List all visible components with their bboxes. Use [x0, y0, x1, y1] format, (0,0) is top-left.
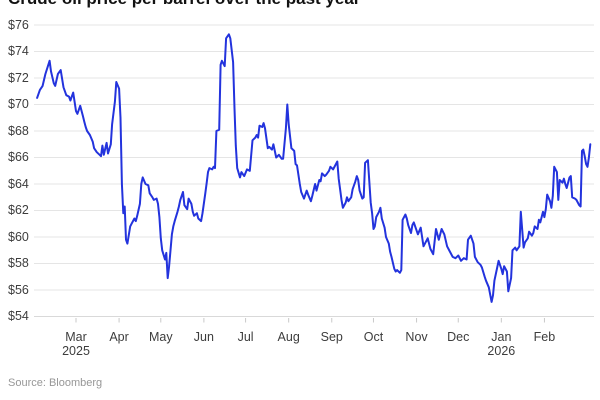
- x-axis-year-label: 2026: [487, 344, 516, 358]
- x-axis-month-label: Nov: [405, 330, 428, 344]
- x-axis-month-label: May: [148, 330, 173, 344]
- chart-title: Crude oil price per barrel over the past…: [8, 0, 360, 9]
- source-attribution: Source: Bloomberg: [8, 377, 103, 389]
- x-axis-month-label: Jan: [491, 330, 512, 344]
- y-axis-label: $74: [8, 44, 29, 58]
- y-axis-label: $68: [8, 123, 29, 138]
- x-axis-month-label: Aug: [277, 330, 300, 344]
- y-axis-label: $70: [8, 97, 29, 111]
- x-axis-month-label: Mar: [65, 330, 87, 344]
- x-axis-month-label: Jun: [193, 330, 214, 344]
- y-axis-label: $56: [8, 282, 29, 297]
- x-axis-month-label: Apr: [109, 330, 129, 344]
- y-axis-label: $76: [8, 17, 29, 32]
- y-axis-label: $64: [8, 176, 29, 191]
- x-axis-year-label: 2025: [62, 344, 90, 358]
- y-axis-label: $58: [8, 256, 29, 270]
- x-axis-month-label: Feb: [533, 330, 556, 344]
- x-axis-month-label: Dec: [447, 330, 470, 344]
- price-line: [36, 33, 592, 303]
- y-axis-label: $72: [8, 70, 29, 85]
- x-axis-month-label: Jul: [237, 330, 254, 344]
- x-axis-month-label: Sep: [320, 330, 343, 344]
- y-axis-label: $54: [8, 309, 29, 323]
- x-axis-month-label: Oct: [363, 330, 384, 344]
- y-axis-label: $66: [8, 150, 29, 164]
- y-axis-label: $60: [8, 229, 29, 244]
- y-axis-label: $62: [8, 203, 29, 217]
